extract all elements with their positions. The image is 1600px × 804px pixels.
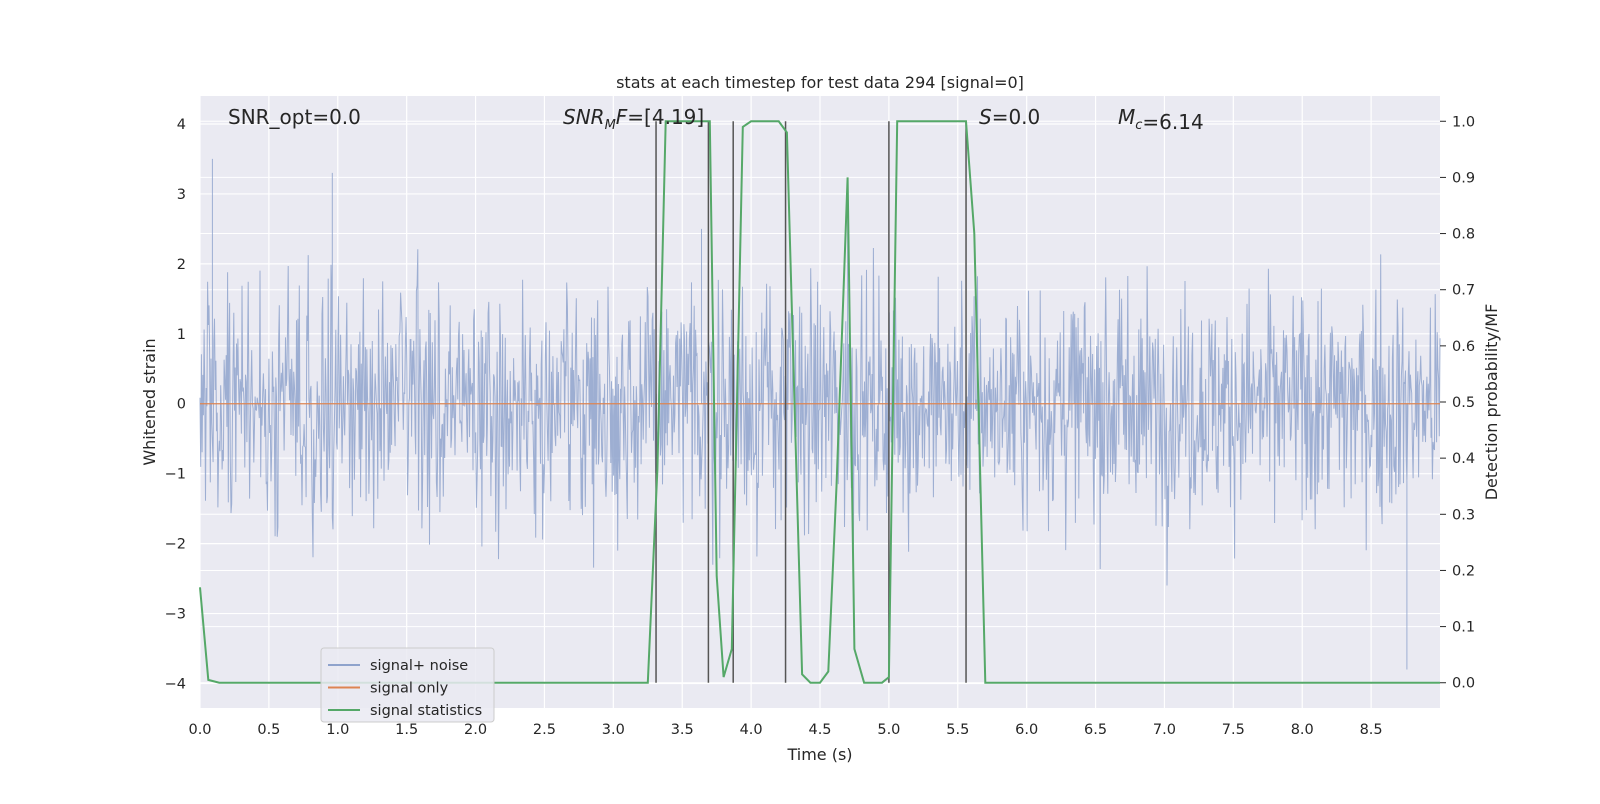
y2-tick-label: 0.4 [1452,451,1475,467]
y-tick-labels: 4 3 2 1 0 −1 −2 −3 −4 [165,117,186,693]
annotation-snr-mf: SNRMF=[4.19] [563,105,704,133]
annotations: SNR_opt=0.0 SNRMF=[4.19] S=0.0 Mc=6.14 [228,105,1204,134]
x-tick-label: 1.5 [395,722,418,738]
y2-tick-label: 0.3 [1452,507,1475,523]
x-tick-label: 6.0 [1015,722,1038,738]
series-signal-statistics [199,120,1440,684]
x-tick-label: 0.5 [257,722,280,738]
legend-label: signal only [370,681,449,697]
chart-title: stats at each timestep for test data 294… [616,73,1024,92]
y2-tick-label: 0.8 [1452,227,1475,243]
signal-noise-line [199,158,1441,670]
y-tick-label: −2 [165,537,186,553]
x-tick-label: 8.5 [1360,722,1383,738]
legend: signal+ noise signal only signal statistic… [320,647,495,723]
y-tick-label: 2 [177,257,186,273]
y2-tick-labels: 1.0 0.9 0.8 0.7 0.6 0.5 0.4 0.3 0.2 0.1 0.0 [1440,114,1475,692]
annotation-snr-opt: SNR_opt=0.0 [228,105,361,129]
y-tick-label: −3 [165,607,186,623]
y2-tick-label: 0.2 [1452,563,1475,579]
x-tick-label: 8.0 [1291,722,1314,738]
y2-tick-label: 0.1 [1452,620,1475,636]
y-tick-label: 1 [177,327,186,343]
annotation-mc-val: Mc=6.14 [1118,105,1204,134]
x-tick-labels: 0.0 0.5 1.0 1.5 2.0 2.5 3.0 3.5 4.0 4.5 5.0 5.5 6.0 6… [188,722,1382,738]
x-tick-label: 3.0 [602,722,625,738]
y2-tick-label: 0.6 [1452,339,1475,355]
y2-tick-label: 0.9 [1452,170,1475,186]
vertical-markers [655,121,967,683]
y-tick-label: −4 [165,677,186,693]
y-tick-label: −1 [165,467,186,483]
y-tick-label: 3 [177,187,186,203]
x-tick-label: 4.0 [740,722,763,738]
legend-label: signal statistics [370,703,482,719]
y2-tick-label: 0.7 [1452,283,1475,299]
x-tick-label: 7.5 [1222,722,1245,738]
x-tick-label: 4.5 [808,722,831,738]
signal-statistics-line [199,120,1440,684]
x-axis-label: Time (s) [786,745,852,764]
x-tick-label: 3.5 [671,722,694,738]
x-tick-label: 6.5 [1084,722,1107,738]
x-tick-label: 2.5 [533,722,556,738]
y-axis-label: Whitened strain [140,338,159,465]
y-tick-label: 4 [177,117,186,133]
y2-axis-label: Detection probability/MF [1482,304,1501,501]
annotation-s-val: S=0.0 [979,105,1040,129]
x-tick-label: 2.0 [464,722,487,738]
y2-tick-label: 0.5 [1452,395,1475,411]
y2-tick-label: 1.0 [1452,114,1475,130]
x-tick-label: 5.5 [946,722,969,738]
series-signal-noise [199,158,1441,670]
y2-tick-label: 0.0 [1452,676,1475,692]
x-tick-label: 0.0 [188,722,211,738]
legend-label: signal+ noise [370,658,468,674]
legend-box [320,647,495,723]
x-tick-label: 7.0 [1153,722,1176,738]
y-tick-label: 0 [177,397,186,413]
x-tick-label: 1.0 [326,722,349,738]
x-tick-label: 5.0 [877,722,900,738]
